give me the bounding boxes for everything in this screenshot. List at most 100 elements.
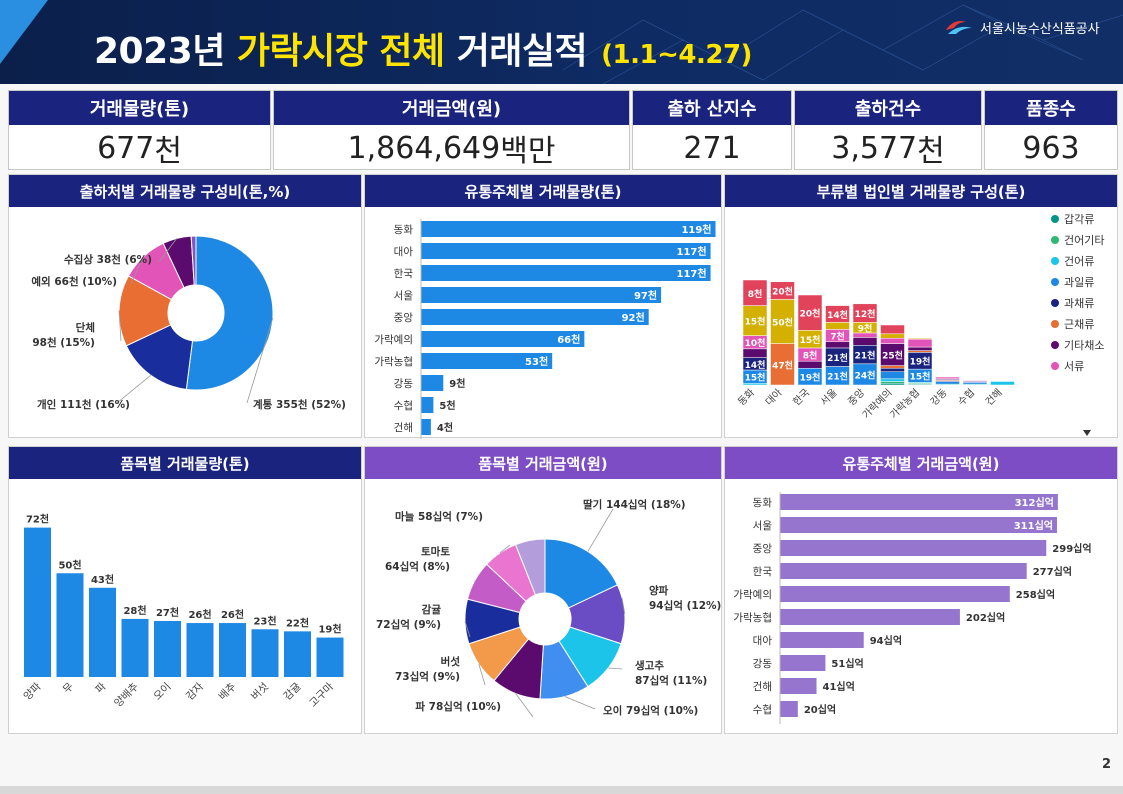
category-label: 서울	[753, 520, 773, 532]
legend-label: 과채류	[1064, 297, 1094, 310]
category-label: 건해	[753, 680, 772, 693]
bar	[780, 609, 960, 625]
pie-label: 마늘 58십억 (7%)	[395, 510, 483, 523]
title-rest: 거래실적	[456, 31, 588, 72]
stacked-segment	[907, 346, 933, 351]
bar-value-label: 97천	[634, 289, 657, 302]
bar	[421, 243, 711, 259]
legend-marker	[1051, 299, 1059, 307]
stacked-segment	[880, 381, 905, 384]
category-label: 대아	[753, 635, 773, 647]
kpi-varieties: 품종수 963	[984, 90, 1118, 170]
pie-leader-line	[478, 663, 486, 686]
pie-label: 87십억 (11%)	[635, 674, 707, 687]
legend-label: 기타채소	[1064, 339, 1104, 352]
stacked-segment	[825, 341, 850, 349]
stacked-segment	[990, 381, 1015, 386]
segment-label: 21천	[827, 372, 848, 383]
category-label: 양파	[21, 680, 43, 702]
bar	[421, 397, 434, 413]
bar-value-label: 26천	[188, 608, 211, 621]
kpi-number: 271	[683, 130, 741, 166]
category-label: 한국	[791, 387, 813, 409]
stacked-segment	[907, 337, 933, 340]
stacked-segment	[797, 360, 823, 369]
kpi-unit: 천	[154, 134, 182, 169]
kpi-number: 677	[97, 130, 155, 166]
pie-leader-line	[621, 597, 626, 615]
bar-value-label: 277십억	[1033, 565, 1072, 578]
category-label: 가락농협	[887, 386, 922, 421]
supplier-share-chart: 계통 355천 (52%) 개인 111천 (16%) 단체 98천 (15%) 예외 …	[31, 235, 346, 411]
segment-label: 47천	[772, 360, 793, 371]
segment-label: 8천	[803, 351, 818, 362]
pie-label: 예외 66천 (10%)	[31, 275, 117, 288]
title-highlight: 가락시장 전체	[236, 31, 445, 72]
segment-label: 15천	[745, 373, 766, 384]
bar-value-label: 5천	[439, 399, 455, 412]
bar	[219, 623, 246, 677]
stacked-segment	[880, 324, 905, 335]
pie-leader-line	[587, 508, 614, 552]
category-label: 중앙	[846, 387, 868, 409]
bar	[186, 623, 214, 677]
panel-category-stack: 부류별 법인별 거래물량 구성(톤) 동화 대아 한국 서울 중앙 가락예의 가락농협 강동 수…	[724, 174, 1118, 438]
panel-trader-amount: 유통주체별 거래금액(원) 동화 312십억 서울 311십억 중앙 299십억 한국 277…	[724, 446, 1118, 734]
bar	[421, 309, 649, 325]
bar-value-label: 22천	[286, 616, 309, 629]
bar	[421, 419, 431, 435]
category-label: 건해	[394, 421, 413, 434]
pie-slice	[514, 538, 546, 596]
pie-label: 오이 79십억 (10%)	[603, 704, 698, 717]
stacked-segment	[880, 337, 905, 344]
segment-label: 20천	[800, 309, 821, 320]
stacked-segment	[880, 382, 905, 386]
category-label: 강동	[753, 658, 773, 670]
segment-label: 15천	[800, 335, 821, 346]
stacked-segment	[962, 380, 988, 382]
pie-slice	[185, 235, 274, 391]
bar-value-label: 20십억	[804, 703, 836, 716]
pie-label: 딸기 144십억 (18%)	[583, 498, 686, 511]
bar-value-label: 117천	[676, 245, 706, 258]
kpi-row: 거래물량(톤) 677 천 거래금액(원) 1,864,649 백만 출하 산지수 …	[8, 90, 1118, 170]
kpi-label: 출하건수	[795, 91, 981, 125]
kpi-origins: 출하 산지수 271	[632, 90, 792, 170]
segment-label: 9천	[858, 324, 873, 335]
bar-value-label: 28천	[123, 604, 146, 617]
pie-leader-line	[499, 544, 511, 554]
kpi-unit: 천	[917, 134, 945, 169]
header-accent	[0, 0, 48, 64]
bar-value-label: 299십억	[1052, 542, 1091, 555]
panel-item-volume: 품목별 거래물량(톤) 72천 양파 50천 무 43천 파 28천 양배추 27천 오이 26천 감…	[8, 446, 362, 734]
pie-leader-line	[116, 374, 151, 404]
panel-item-amount: 품목별 거래금액(원) 딸기 144십억 (18%) 양파 94십억 (12%) 생…	[364, 446, 722, 734]
segment-label: 19천	[910, 357, 931, 368]
category-label: 중앙	[753, 543, 773, 555]
kpi-amount: 거래금액(원) 1,864,649 백만	[273, 90, 630, 170]
category-label: 무	[61, 680, 77, 696]
pie-label: 수집상 38천 (6%)	[64, 253, 152, 266]
segment-label: 19천	[800, 373, 821, 384]
pie-slice	[190, 235, 197, 286]
pie-label: 개인 111천 (16%)	[37, 398, 130, 411]
panel-trader-volume: 유통주체별 거래물량(톤) 동화 119천 대아 117천 한국 117천 서울 97천 중앙 9…	[364, 174, 722, 439]
segment-label: 21천	[827, 353, 848, 364]
bar	[780, 517, 1057, 533]
bar	[780, 586, 1010, 602]
bar	[251, 629, 279, 677]
category-label: 동화	[753, 497, 773, 509]
kpi-value: 677 천	[9, 125, 270, 171]
stacked-segment	[880, 367, 905, 373]
bar	[780, 494, 1058, 510]
pie-leader-line	[246, 317, 274, 404]
segment-label: 14천	[745, 360, 766, 371]
pie-leader-line	[608, 667, 623, 670]
pie-leader-line	[564, 696, 596, 710]
bar-value-label: 94십억	[870, 634, 902, 647]
category-label: 배추	[216, 680, 238, 702]
legend-label: 근채류	[1064, 318, 1094, 331]
legend-label: 건어기타	[1064, 234, 1104, 247]
pie-label: 단체	[76, 321, 95, 334]
